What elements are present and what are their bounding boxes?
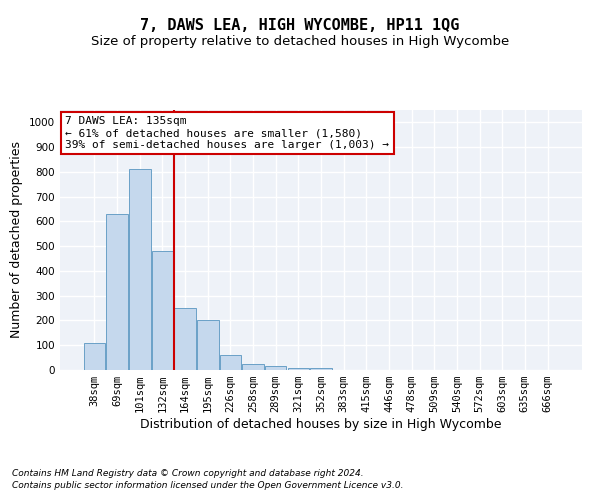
Bar: [242, 364, 264, 370]
Bar: [175, 308, 196, 370]
Bar: [197, 320, 218, 370]
Text: 7 DAWS LEA: 135sqm
← 61% of detached houses are smaller (1,580)
39% of semi-deta: 7 DAWS LEA: 135sqm ← 61% of detached hou…: [65, 116, 389, 150]
Bar: [152, 251, 173, 370]
Bar: [265, 366, 286, 370]
Bar: [287, 368, 309, 370]
Y-axis label: Number of detached properties: Number of detached properties: [10, 142, 23, 338]
Text: Size of property relative to detached houses in High Wycombe: Size of property relative to detached ho…: [91, 35, 509, 48]
X-axis label: Distribution of detached houses by size in High Wycombe: Distribution of detached houses by size …: [140, 418, 502, 431]
Bar: [220, 355, 241, 370]
Bar: [106, 214, 128, 370]
Text: Contains public sector information licensed under the Open Government Licence v3: Contains public sector information licen…: [12, 481, 404, 490]
Bar: [129, 170, 151, 370]
Bar: [84, 343, 105, 370]
Text: 7, DAWS LEA, HIGH WYCOMBE, HP11 1QG: 7, DAWS LEA, HIGH WYCOMBE, HP11 1QG: [140, 18, 460, 32]
Text: Contains HM Land Registry data © Crown copyright and database right 2024.: Contains HM Land Registry data © Crown c…: [12, 468, 364, 477]
Bar: [310, 368, 332, 370]
